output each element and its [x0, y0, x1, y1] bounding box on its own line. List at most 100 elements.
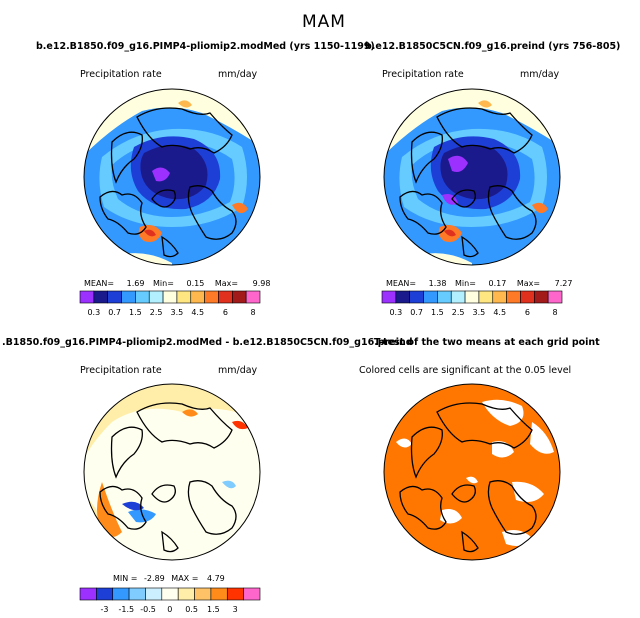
- precip-region-wet: [178, 100, 192, 108]
- panel2-colorbar-tick-label: 2.5: [452, 308, 465, 317]
- panel1-max: 9.98: [252, 279, 271, 288]
- not-significant-area: [502, 530, 532, 546]
- not-significant-area: [530, 422, 554, 454]
- panel2-colorbar-tick-label: 3.5: [473, 308, 486, 317]
- panel1-colorbar-swatch: [232, 290, 247, 304]
- panel1-colorbar-tick-label: 2.5: [150, 308, 163, 317]
- panel1-units: mm/day: [218, 69, 258, 80]
- panel1-colorbar-tick-label: 1.5: [129, 308, 142, 317]
- precip-region-wet: [232, 202, 248, 214]
- coastline: [187, 185, 237, 240]
- panel2-colorbar-swatch: [409, 290, 424, 304]
- precip-region-min: [152, 167, 170, 182]
- panel1-polar-map: [83, 88, 261, 266]
- panel3-max: 4.79: [206, 574, 225, 583]
- panel2-variable: Precipitation rate: [382, 69, 464, 80]
- coastline: [136, 107, 233, 154]
- precip-region-min: [448, 155, 468, 172]
- panel2-colorbar-swatch: [437, 290, 452, 304]
- panel1-colorbar-swatch: [107, 290, 122, 304]
- not-significant-area: [466, 476, 478, 484]
- panel2-colorbar-swatch: [478, 290, 494, 304]
- coastline: [487, 185, 537, 240]
- panel3-colorbar-swatch: [210, 587, 228, 601]
- panel2-colorbar-tick-label: 1.5: [431, 308, 444, 317]
- panel1-colorbar-tick-label: 0.3: [87, 308, 100, 317]
- panel3-colorbar-tick-label: 0: [167, 605, 172, 614]
- coastline: [110, 426, 143, 479]
- coastline: [436, 402, 533, 449]
- panel3-max-label: MAX =: [171, 574, 199, 583]
- coastline: [99, 190, 147, 235]
- panel2-colorbar-tick-label: 4.5: [493, 308, 506, 317]
- map-boundary-circle: [83, 383, 261, 561]
- not-significant-area: [482, 399, 524, 426]
- precip-region-arctic-core: [140, 144, 208, 200]
- coastline: [99, 485, 147, 530]
- coastline: [399, 485, 447, 530]
- panel1-mean: 1.69: [126, 279, 145, 288]
- panel3-title: .B1850.f09_g16.PIMP4-pliomip2.modMed - b…: [2, 337, 413, 348]
- panel3-polar-map: [83, 383, 261, 561]
- coastline: [136, 402, 233, 449]
- panel2-mean: 1.38: [428, 279, 447, 288]
- panel1-colorbar-swatch: [162, 290, 178, 304]
- map-boundary-circle: [83, 88, 261, 266]
- panel3-colorbar-tick-label: 0.5: [185, 605, 198, 614]
- panel3-colorbar-swatch: [177, 587, 195, 601]
- panel3-colorbar-swatch: [226, 587, 244, 601]
- panel1-colorbar-swatch: [204, 290, 219, 304]
- panel3-colorbar-swatch: [145, 587, 163, 601]
- diff-region-negative: [222, 480, 236, 489]
- coastline: [461, 530, 479, 553]
- panel3-colorbar-tick-label: 3: [233, 605, 238, 614]
- panel3-units: mm/day: [218, 365, 258, 376]
- coastline: [436, 107, 533, 154]
- panel1-variable: Precipitation rate: [80, 69, 162, 80]
- not-significant-area: [440, 509, 462, 524]
- panel1-colorbar-swatch: [245, 290, 261, 304]
- coastline: [151, 189, 176, 208]
- panel3-min-label: MIN =: [113, 574, 138, 583]
- coastline: [451, 189, 476, 208]
- coastline: [110, 131, 143, 184]
- panel1-min: 0.15: [186, 279, 205, 288]
- map-boundary-circle: [383, 88, 561, 266]
- panel2-colorbar: 0.3 0.7 1.5 2.5 3.5 4.5 6 8: [381, 290, 563, 317]
- panel2-colorbar-swatch: [450, 290, 466, 304]
- panel2-title: b.e12.B1850C5CN.f09_g16.preind (yrs 756-…: [365, 41, 621, 52]
- diff-region-strong-positive: [97, 482, 122, 537]
- panel1-max-label: Max=: [214, 279, 239, 288]
- page-title: MAM: [302, 12, 346, 32]
- panel1-stats: MEAN= 1.69 Min= 0.15 Max= 9.98: [84, 279, 270, 288]
- panel3-colorbar-tick-label: -1.5: [119, 605, 135, 614]
- panel4-subtitle: Colored cells are significant at the 0.0…: [359, 365, 572, 376]
- panel1-colorbar: 0.3 0.7 1.5 2.5 3.5 4.5 6 8: [79, 290, 261, 317]
- panel3-colorbar-swatch: [161, 587, 179, 601]
- panel1-min-label: Min=: [153, 279, 174, 288]
- coastline: [151, 484, 176, 503]
- coastline: [161, 530, 179, 553]
- panel2-min: 0.17: [488, 279, 507, 288]
- precip-region-wet: [532, 202, 548, 214]
- panel1-colorbar-tick-label: 4.5: [191, 308, 204, 317]
- panel2-stats: MEAN= 1.38 Min= 0.17 Max= 7.27: [386, 279, 572, 288]
- coastline: [161, 235, 179, 258]
- panel2-max-label: Max=: [516, 279, 541, 288]
- coastline: [451, 484, 476, 503]
- panel3-colorbar-swatch: [243, 587, 261, 601]
- panel3-colorbar-swatch: [96, 587, 114, 601]
- panel3-colorbar-swatch: [112, 587, 130, 601]
- panel2-colorbar-swatch: [520, 290, 535, 304]
- panel3-colorbar-swatch: [79, 587, 97, 601]
- panel3-colorbar-swatch: [128, 587, 146, 601]
- panel1-colorbar-swatch: [79, 290, 95, 304]
- map-boundary-circle: [383, 383, 561, 561]
- panel2-min-label: Min=: [455, 279, 476, 288]
- diff-region-strong-negative: [122, 501, 144, 511]
- panel1-colorbar-swatch: [148, 290, 164, 304]
- panel2-colorbar-swatch: [381, 290, 397, 304]
- coastline: [410, 426, 443, 479]
- not-significant-area: [396, 438, 412, 448]
- panel1-mean-label: MEAN=: [84, 279, 115, 288]
